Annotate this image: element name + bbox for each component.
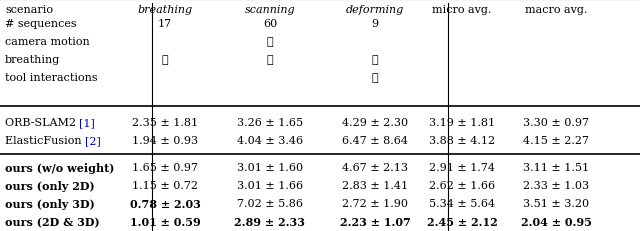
Text: breathing: breathing bbox=[5, 55, 60, 65]
Text: 2.89 ± 2.33: 2.89 ± 2.33 bbox=[234, 216, 305, 227]
Text: camera motion: camera motion bbox=[5, 37, 90, 47]
Text: ✓: ✓ bbox=[372, 73, 378, 83]
Text: 2.23 ± 1.07: 2.23 ± 1.07 bbox=[340, 216, 410, 227]
Text: deforming: deforming bbox=[346, 5, 404, 15]
Text: 2.33 ± 1.03: 2.33 ± 1.03 bbox=[523, 180, 589, 190]
Text: 2.35 ± 1.81: 2.35 ± 1.81 bbox=[132, 118, 198, 128]
Text: 3.26 ± 1.65: 3.26 ± 1.65 bbox=[237, 118, 303, 128]
Text: ORB-SLAM2: ORB-SLAM2 bbox=[5, 118, 79, 128]
Text: ✓: ✓ bbox=[372, 55, 378, 65]
Text: 2.72 ± 1.90: 2.72 ± 1.90 bbox=[342, 198, 408, 208]
Text: 1.01 ± 0.59: 1.01 ± 0.59 bbox=[130, 216, 200, 227]
Text: ours (only 2D): ours (only 2D) bbox=[5, 180, 95, 191]
Text: 17: 17 bbox=[158, 19, 172, 29]
Text: ElasticFusion: ElasticFusion bbox=[5, 135, 85, 145]
Text: ✓: ✓ bbox=[267, 55, 273, 65]
Text: [1]: [1] bbox=[79, 118, 95, 128]
Text: 1.15 ± 0.72: 1.15 ± 0.72 bbox=[132, 180, 198, 190]
Text: 1.65 ± 0.97: 1.65 ± 0.97 bbox=[132, 162, 198, 172]
Text: 60: 60 bbox=[263, 19, 277, 29]
Text: 3.11 ± 1.51: 3.11 ± 1.51 bbox=[523, 162, 589, 172]
Text: 1.94 ± 0.93: 1.94 ± 0.93 bbox=[132, 135, 198, 145]
Text: 2.45 ± 2.12: 2.45 ± 2.12 bbox=[427, 216, 497, 227]
Text: ours (2D & 3D): ours (2D & 3D) bbox=[5, 216, 100, 227]
Text: 3.01 ± 1.60: 3.01 ± 1.60 bbox=[237, 162, 303, 172]
Text: tool interactions: tool interactions bbox=[5, 73, 98, 83]
Text: 3.01 ± 1.66: 3.01 ± 1.66 bbox=[237, 180, 303, 190]
Text: 5.34 ± 5.64: 5.34 ± 5.64 bbox=[429, 198, 495, 208]
Text: breathing: breathing bbox=[138, 5, 193, 15]
Text: 4.29 ± 2.30: 4.29 ± 2.30 bbox=[342, 118, 408, 128]
Text: 3.51 ± 3.20: 3.51 ± 3.20 bbox=[523, 198, 589, 208]
Text: 4.67 ± 2.13: 4.67 ± 2.13 bbox=[342, 162, 408, 172]
Text: 2.83 ± 1.41: 2.83 ± 1.41 bbox=[342, 180, 408, 190]
Text: scanning: scanning bbox=[244, 5, 295, 15]
Text: 2.04 ± 0.95: 2.04 ± 0.95 bbox=[520, 216, 591, 227]
Text: micro avg.: micro avg. bbox=[432, 5, 492, 15]
Text: 9: 9 bbox=[371, 19, 379, 29]
Text: 2.62 ± 1.66: 2.62 ± 1.66 bbox=[429, 180, 495, 190]
Text: ours (w/o weight): ours (w/o weight) bbox=[5, 162, 115, 173]
Text: scenario: scenario bbox=[5, 5, 53, 15]
Text: ✓: ✓ bbox=[162, 55, 168, 65]
Text: 2.91 ± 1.74: 2.91 ± 1.74 bbox=[429, 162, 495, 172]
Text: # sequences: # sequences bbox=[5, 19, 77, 29]
Text: 3.19 ± 1.81: 3.19 ± 1.81 bbox=[429, 118, 495, 128]
Text: 3.30 ± 0.97: 3.30 ± 0.97 bbox=[523, 118, 589, 128]
Text: macro avg.: macro avg. bbox=[525, 5, 587, 15]
Text: 4.04 ± 3.46: 4.04 ± 3.46 bbox=[237, 135, 303, 145]
Text: 3.88 ± 4.12: 3.88 ± 4.12 bbox=[429, 135, 495, 145]
Text: ours (only 3D): ours (only 3D) bbox=[5, 198, 95, 209]
Text: 6.47 ± 8.64: 6.47 ± 8.64 bbox=[342, 135, 408, 145]
Text: 7.02 ± 5.86: 7.02 ± 5.86 bbox=[237, 198, 303, 208]
Text: 4.15 ± 2.27: 4.15 ± 2.27 bbox=[523, 135, 589, 145]
Text: 0.78 ± 2.03: 0.78 ± 2.03 bbox=[129, 198, 200, 209]
Text: [2]: [2] bbox=[85, 135, 101, 145]
Text: ✓: ✓ bbox=[267, 37, 273, 47]
